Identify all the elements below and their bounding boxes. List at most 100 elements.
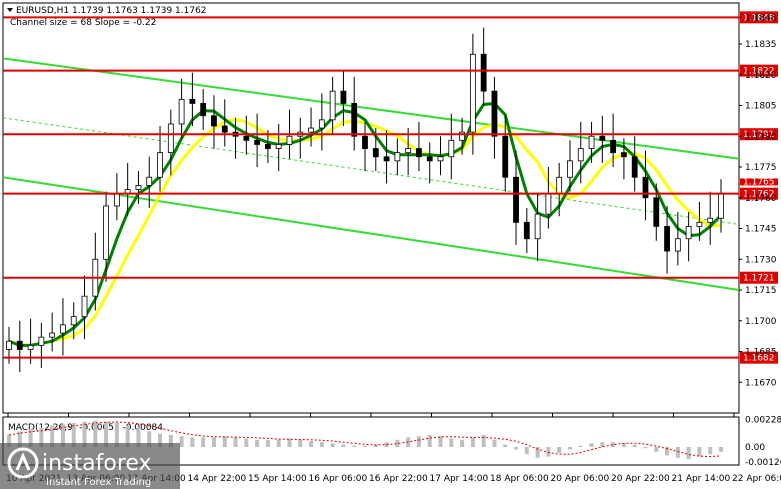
macd-bar (298, 439, 303, 447)
level-label: 1.1721 (743, 274, 775, 284)
candle-body (718, 193, 724, 219)
macd-bar (17, 431, 22, 447)
macd-bar (611, 442, 616, 447)
x-tick-label: 18 Apr 06:00 (490, 474, 549, 484)
macd-bar (675, 447, 680, 458)
macd-bar (719, 447, 723, 452)
candle-body (113, 193, 120, 207)
candle-body (556, 176, 563, 195)
level-label-box (740, 128, 778, 141)
x-tick-label: 21 Apr 14:00 (672, 474, 731, 484)
y-tick-label: 1.1775 (745, 163, 777, 173)
macd-bar (546, 447, 551, 457)
x-tick-label: 14 Apr 22:00 (188, 474, 247, 484)
macd-bar (125, 425, 130, 447)
macd-bar (93, 420, 98, 447)
price-channel (2, 57, 740, 291)
candle-body (329, 90, 336, 121)
symbol-line: EURUSD,H1 1.1739 1.1763 1.1739 1.1762 (16, 6, 207, 16)
macd-bar (578, 445, 583, 447)
candle-body (167, 123, 174, 154)
level-label-box (740, 271, 778, 284)
candle-body (610, 139, 617, 154)
macd-bar (158, 433, 163, 447)
candle-body (588, 135, 595, 149)
macd-bar (222, 436, 227, 447)
y-tick-label: 1.1805 (745, 102, 777, 112)
instaforex-logo-icon (7, 447, 39, 479)
x-tick-label: 16 Apr 22:00 (369, 474, 428, 484)
macd-bar (621, 443, 626, 447)
candle-body (27, 344, 34, 350)
candle-body (103, 205, 109, 260)
macd-bar (330, 443, 335, 447)
candle-body (38, 336, 45, 346)
macd-bar (60, 424, 65, 447)
candle-body (211, 115, 217, 127)
y-tick-label: 1.1730 (745, 255, 777, 265)
instaforex-watermark: instaforex Instant Forex Trading (0, 443, 180, 489)
brand-name: instaforex (42, 451, 152, 476)
candle-body (135, 185, 142, 190)
y-tick-label: 1.1790 (745, 132, 777, 142)
candle-body (567, 160, 573, 178)
y-tick-label: 1.1715 (745, 286, 777, 296)
candle-body (16, 340, 23, 350)
candle-body (631, 156, 638, 178)
candle-body (362, 135, 368, 149)
macd-bar (535, 447, 540, 458)
channel-line: Channel size = 68 Slope = -0.22 (10, 18, 156, 28)
macd-bar (481, 435, 486, 447)
candle-body (200, 103, 207, 117)
macd-bar (697, 447, 702, 457)
level-label-box (740, 64, 778, 77)
macd: MACD(12,26,9) -0.00057 -0.000840.002280.… (7, 416, 781, 468)
macd-bar (341, 444, 346, 447)
macd-bar (708, 447, 713, 455)
candle-body (459, 131, 465, 141)
macd-bar (39, 427, 44, 447)
hidden-level-label: 1.1765 (743, 177, 775, 187)
macd-bar (147, 431, 152, 447)
candle-body (674, 238, 681, 252)
macd-bar (276, 439, 281, 447)
macd-bar (319, 442, 324, 447)
candle-body (426, 156, 433, 162)
macd-bar (460, 439, 465, 447)
candle-body (351, 103, 358, 137)
candle-body (480, 53, 487, 92)
macd-bar (524, 447, 529, 455)
candle-body (599, 135, 606, 141)
macd-bar (244, 438, 249, 447)
macd-bar (352, 445, 357, 447)
candle-body (469, 53, 476, 133)
y-axis: 1.1848 1.1835 1.1820 1.1805 1.1790 1.1775 1.17… (739, 13, 777, 388)
level-label: 1.1822 (743, 67, 775, 77)
candle-body (265, 144, 271, 149)
candle-body (70, 316, 77, 326)
channel-line (2, 57, 740, 160)
x-tick-label: 15 Apr 14:00 (248, 474, 307, 484)
candle-body (146, 176, 153, 186)
level-label-box (740, 11, 778, 24)
macd-y-tick-label: 0.00228 (745, 416, 781, 426)
candle-body (308, 127, 314, 133)
candle-body (372, 148, 379, 158)
y-tick-label: 1.1745 (745, 225, 777, 235)
candle-body (523, 221, 530, 240)
candle-body (437, 156, 444, 162)
macd-bar (427, 435, 432, 447)
level-label: 1.1791 (743, 130, 775, 140)
candle-body (178, 98, 185, 125)
symbol-dropdown-icon[interactable] (7, 8, 13, 12)
candle-body (405, 148, 412, 154)
y-tick-label: 1.1670 (745, 378, 777, 388)
x-tick-label: 17 Apr 14:00 (430, 474, 489, 484)
macd-bar (567, 447, 572, 450)
macd-bar (363, 445, 367, 447)
candle-body (491, 90, 498, 137)
level-label: 1.1682 (743, 354, 775, 364)
macd-bar (50, 425, 55, 447)
macd-bar (255, 439, 260, 447)
